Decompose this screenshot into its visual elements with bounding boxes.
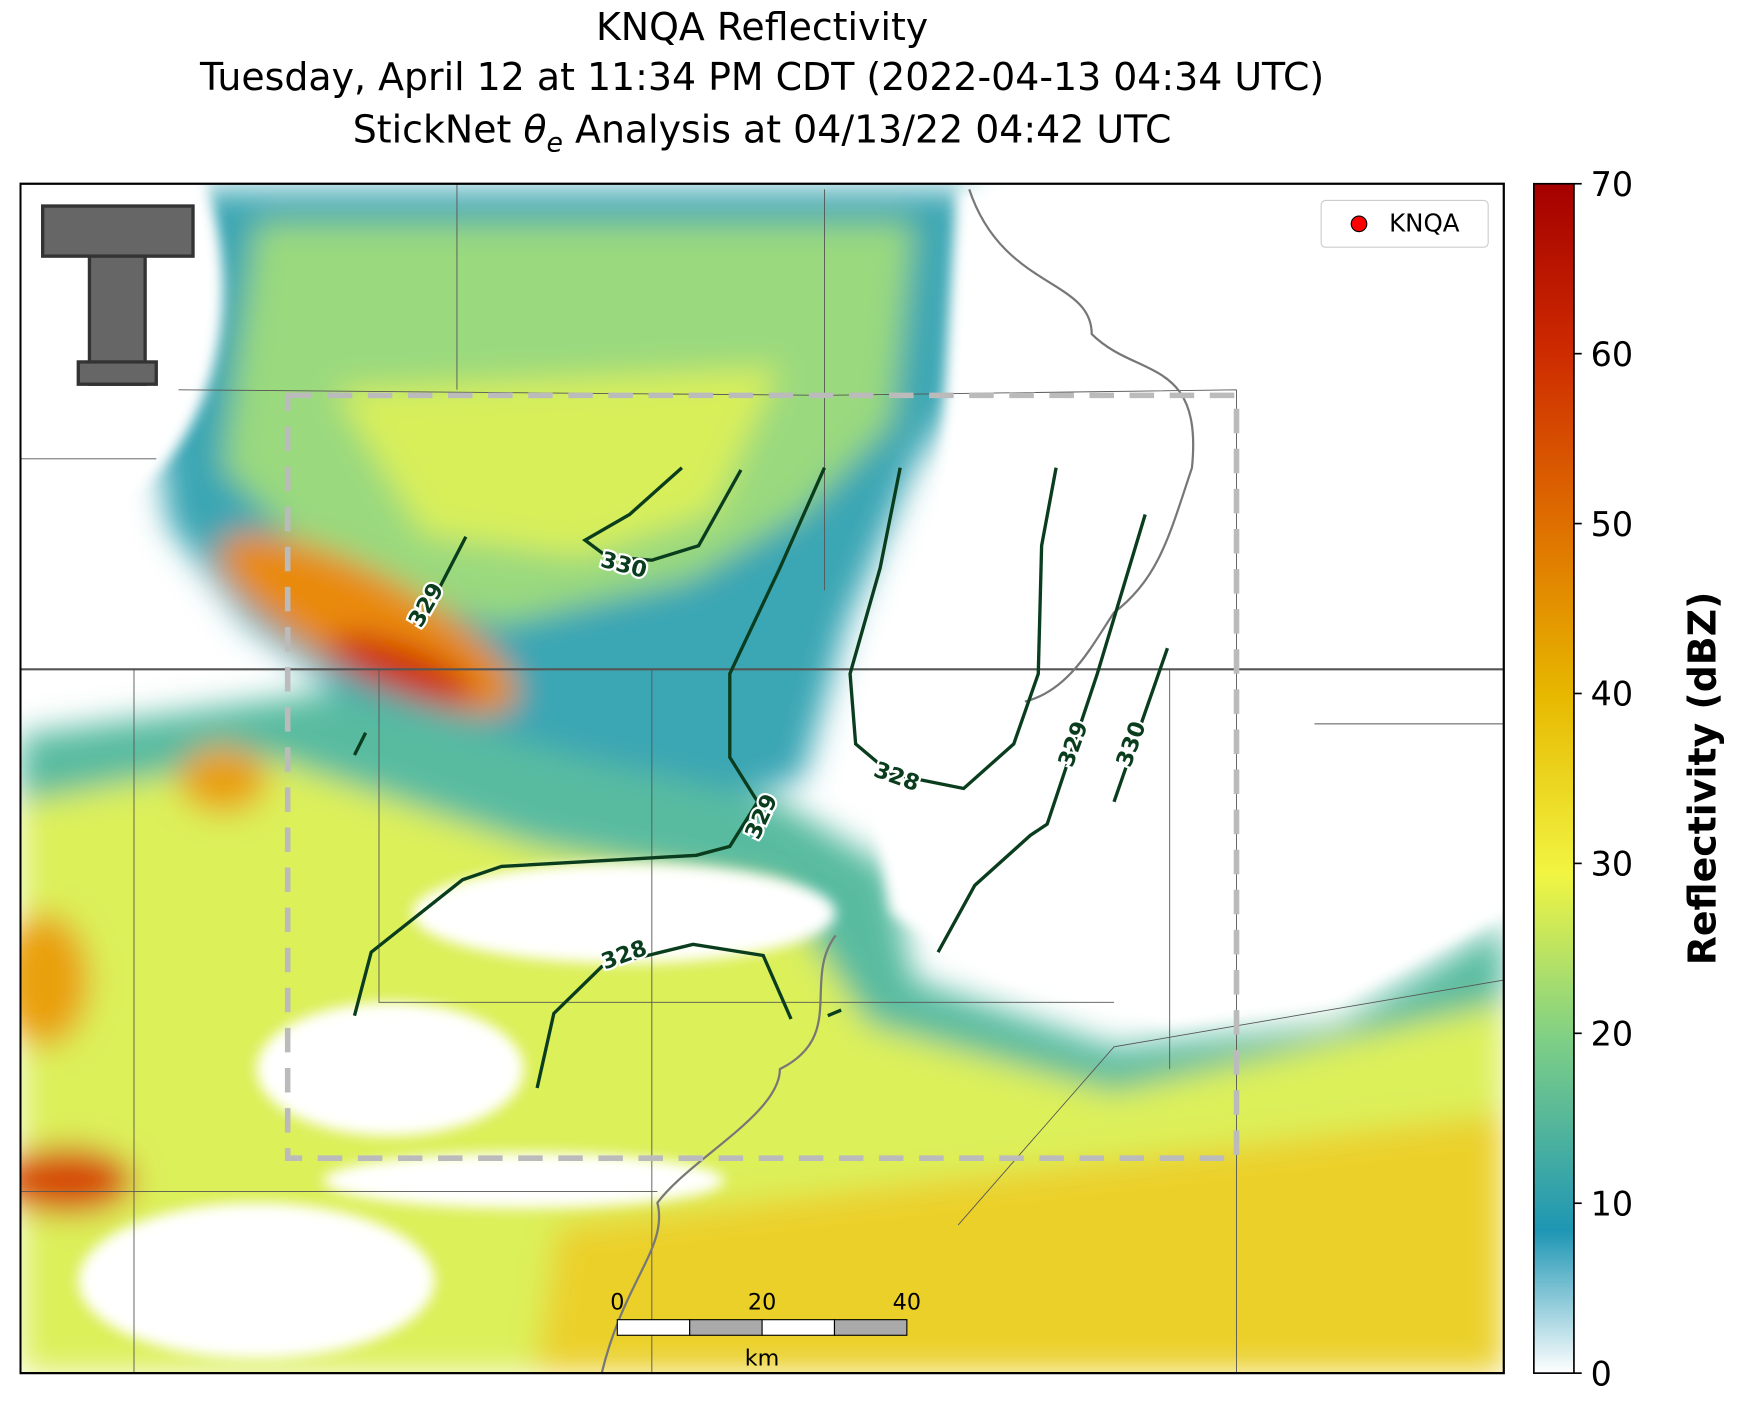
- colorbar-label: Reflectivity (dBZ): [1680, 592, 1724, 966]
- colorbar-tick-label: 70: [1591, 165, 1634, 204]
- colorbar-tick-label: 20: [1591, 1015, 1634, 1054]
- title: KNQA Reflectivity: [596, 5, 928, 49]
- theta: θ: [523, 108, 546, 152]
- legend: KNQA: [1320, 199, 1489, 248]
- colorbar-ticks: 0 10 20 30 40 50 60 70: [1573, 165, 1634, 1393]
- colorbar-tick-label: 60: [1591, 335, 1634, 374]
- colorbar-tick-label: 10: [1591, 1184, 1634, 1223]
- analysis-prefix: StickNet: [353, 108, 524, 152]
- scale-bar: km 0 20 40: [610, 1290, 921, 1372]
- colorbar-tick-label: 0: [1591, 1354, 1612, 1393]
- scale-unit: km: [745, 1345, 780, 1371]
- colorbar-tick-label: 50: [1591, 505, 1634, 544]
- colorbar-tick-label: 40: [1591, 675, 1634, 714]
- analysis-title: StickNet θe Analysis at 04/13/22 04:42 U…: [353, 108, 1172, 159]
- clear-areas: [20, 183, 1504, 1359]
- subtitle: Tuesday, April 12 at 11:34 PM CDT (2022-…: [199, 55, 1324, 99]
- logo: [40, 204, 195, 386]
- analysis-suffix: Analysis at 04/13/22 04:42 UTC: [563, 108, 1171, 152]
- colorbar-tick-label: 30: [1591, 845, 1634, 884]
- theta-e-contours: [352, 466, 1170, 1089]
- scale-tick-label: 40: [893, 1290, 921, 1316]
- theta-sub: e: [547, 127, 563, 158]
- legend-label: KNQA: [1389, 209, 1460, 238]
- plot-frame: [19, 182, 1505, 1375]
- legend-marker: [1350, 215, 1368, 233]
- scale-tick-label: 0: [610, 1290, 624, 1316]
- scale-tick-label: 20: [748, 1290, 776, 1316]
- colorbar: [1533, 182, 1575, 1374]
- river: [600, 188, 1195, 1374]
- reflectivity-field: [20, 189, 1504, 1374]
